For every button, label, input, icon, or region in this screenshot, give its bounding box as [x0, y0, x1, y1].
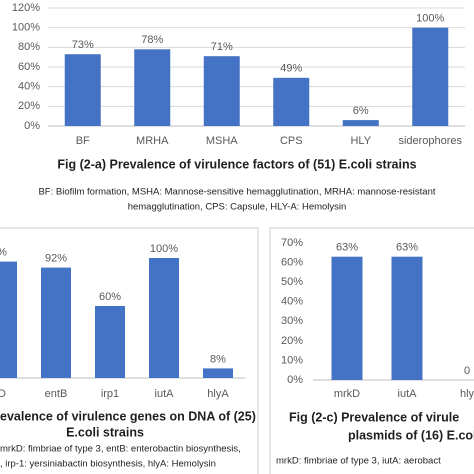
x-tick-label: CPS — [280, 135, 303, 147]
y-tick-label: 40% — [18, 81, 40, 93]
value-label: 100% — [416, 13, 444, 25]
x-tick-label: MSHA — [206, 135, 238, 147]
x-tick-label: hly — [460, 388, 474, 400]
caption: Fig (2-a) Prevalence of virulence factor… — [57, 157, 416, 171]
x-tick-label: entB — [45, 388, 68, 400]
value-label: 100% — [150, 243, 178, 255]
value-label: 71% — [211, 41, 233, 53]
y-tick-label: 10% — [281, 354, 303, 366]
y-tick-label: 120% — [12, 2, 40, 14]
y-tick-label: 60% — [18, 61, 40, 73]
y-tick-label: 20% — [281, 335, 303, 347]
y-tick-label: 100% — [12, 22, 40, 34]
y-tick-label: 70% — [281, 237, 303, 249]
bar — [41, 267, 71, 378]
caption: E.coli strains — [66, 425, 144, 439]
bar — [342, 120, 379, 126]
y-tick-label: 50% — [281, 276, 303, 288]
caption: plasmids of (16) E.coli — [348, 428, 474, 442]
bar — [203, 368, 233, 378]
bar — [331, 256, 363, 380]
value-label: 6% — [353, 105, 369, 117]
bar — [273, 77, 310, 126]
y-tick-label: 60% — [281, 256, 303, 268]
x-tick-label: MRHA — [136, 135, 169, 147]
x-tick-label: mrkD — [334, 388, 360, 400]
bar — [0, 261, 17, 378]
y-tick-label: 40% — [281, 296, 303, 308]
note: hemagglutination, CPS: Capsule, HLY-A: H… — [128, 202, 347, 213]
y-tick-label: 20% — [18, 100, 40, 112]
x-tick-label: iutA — [398, 388, 418, 400]
value-label: 73% — [72, 39, 94, 51]
caption: evalence of virulence genes on DNA of (2… — [0, 409, 256, 423]
panel-border — [0, 227, 259, 474]
value-label: 63% — [336, 242, 358, 254]
note: mrkD: fimbriae of type 3, iutA: aerobact — [276, 456, 441, 467]
note: mrkD: fimbriae of type 3, entB: enteroba… — [0, 444, 241, 455]
bar — [134, 49, 171, 126]
value-label: 8% — [210, 353, 226, 365]
value-label: 92% — [45, 253, 67, 265]
bar — [391, 256, 423, 380]
y-tick-label: 80% — [18, 41, 40, 53]
value-label: 60% — [99, 291, 121, 303]
x-tick-label: D — [0, 388, 6, 400]
y-tick-label: 0% — [24, 120, 40, 132]
bar — [95, 306, 125, 378]
value-label: 0 — [464, 365, 470, 377]
caption: Fig (2-c) Prevalence of virule — [289, 410, 459, 424]
x-tick-label: irp1 — [101, 388, 119, 400]
value-label: 78% — [141, 34, 163, 46]
x-tick-label: BF — [76, 135, 90, 147]
value-label: % — [0, 247, 7, 259]
note: , irp-1: yersiniabactin biosynthesis, hl… — [0, 459, 216, 470]
x-tick-label: siderophores — [398, 135, 462, 147]
value-label: 63% — [396, 242, 418, 254]
bar — [149, 258, 179, 378]
panel-border — [269, 227, 474, 474]
note: BF: Biofilm formation, MSHA: Mannose-sen… — [38, 187, 435, 198]
y-tick-label: 30% — [281, 315, 303, 327]
bar — [64, 54, 101, 126]
x-tick-label: iutA — [155, 388, 175, 400]
value-label: 49% — [280, 63, 302, 75]
x-tick-label: HLY — [350, 135, 371, 147]
bar — [203, 56, 240, 126]
x-tick-label: hlyA — [207, 388, 229, 400]
y-tick-label: 0% — [287, 374, 303, 386]
bar — [412, 27, 449, 127]
